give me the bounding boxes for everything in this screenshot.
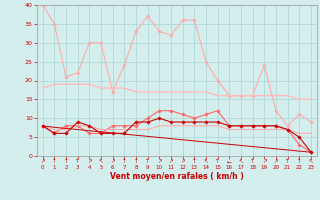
X-axis label: Vent moyen/en rafales ( km/h ): Vent moyen/en rafales ( km/h ) xyxy=(110,172,244,181)
